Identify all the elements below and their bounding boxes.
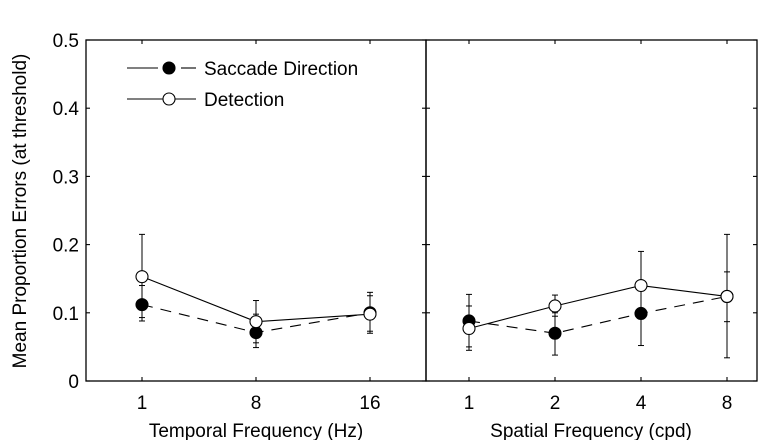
left-x-axis-title: Temporal Frequency (Hz) bbox=[149, 421, 363, 440]
right-xtick-label: 8 bbox=[722, 393, 733, 414]
left-xtick-label: 8 bbox=[251, 393, 262, 414]
right-panel-frame bbox=[425, 39, 758, 382]
right-detection-point bbox=[720, 289, 734, 303]
right-saccade-point bbox=[548, 326, 562, 340]
right-series-saccade-line bbox=[468, 295, 728, 334]
ytick-label: 0.1 bbox=[53, 304, 79, 325]
right-xtick-label: 4 bbox=[636, 393, 647, 414]
right-series-detection-line bbox=[468, 284, 728, 330]
y-axis-title: Mean Proportion Errors (at threshold) bbox=[10, 54, 31, 369]
ytick-label: 0.3 bbox=[53, 167, 79, 188]
ytick-label: 0.5 bbox=[53, 31, 79, 52]
right-panel: 1 2 4 8 Spatial Frequency (cpd) bbox=[425, 39, 758, 440]
legend-saccade-marker bbox=[162, 61, 176, 75]
left-panel: 0 0.1 0.2 0.3 0.4 0.5 1 8 16 Temporal Frequency … bbox=[53, 31, 427, 440]
right-detection-point bbox=[462, 321, 476, 336]
right-x-axis-title: Spatial Frequency (cpd) bbox=[490, 421, 692, 440]
right-xtick-label: 1 bbox=[464, 393, 475, 414]
left-xtick-label: 1 bbox=[137, 393, 148, 414]
left-detection-point bbox=[249, 315, 263, 329]
legend-saccade-label: Saccade Direction bbox=[204, 59, 358, 80]
right-saccade-point bbox=[634, 306, 648, 321]
legend-detection-marker bbox=[162, 92, 176, 106]
legend-detection-label: Detection bbox=[204, 90, 284, 111]
ytick-label: 0 bbox=[68, 372, 79, 393]
left-detection-point bbox=[363, 307, 377, 321]
left-detection-point bbox=[135, 270, 149, 284]
left-saccade-point bbox=[249, 326, 263, 340]
right-detection-point bbox=[548, 299, 562, 313]
legend: Saccade Direction Detection bbox=[127, 59, 358, 111]
left-saccade-point bbox=[135, 298, 149, 312]
left-xtick-label: 16 bbox=[359, 393, 380, 414]
ytick-label: 0.2 bbox=[53, 236, 79, 257]
right-xtick-label: 2 bbox=[550, 393, 561, 414]
ytick-label: 0.4 bbox=[53, 99, 80, 120]
right-detection-point bbox=[634, 278, 648, 293]
